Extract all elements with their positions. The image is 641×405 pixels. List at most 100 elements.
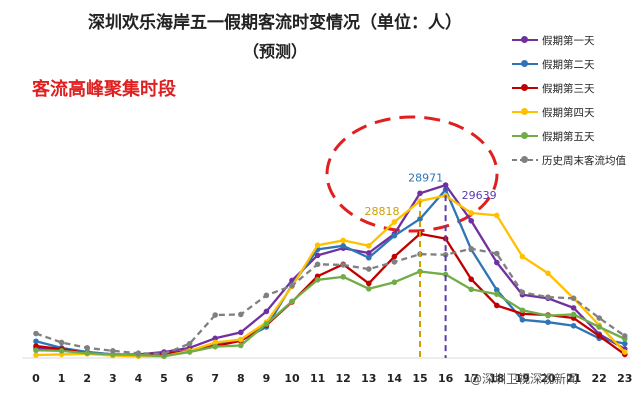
series-point [596,324,602,330]
x-tick-label: 8 [237,372,245,385]
legend-label: 假期第五天 [542,131,595,143]
x-tick-label: 5 [160,372,168,385]
legend-marker [521,108,528,115]
series-point [570,322,577,329]
series-point [340,237,347,244]
series-line-5 [35,270,626,358]
series-point [33,347,39,354]
x-tick-label: 1 [58,372,66,385]
series-point [33,338,39,345]
series-point [468,286,475,293]
legend: 假期第一天假期第二天 假期第三天假期第四天假期第五天历史周末客流均值 [512,32,640,176]
series-point [417,190,423,197]
x-tick-label: 18 [489,372,504,385]
series-line-4 [35,194,626,358]
legend-label: 假期第四天 [542,107,595,119]
series-point [33,330,39,337]
series-point [340,274,347,280]
series-line-6 [35,247,626,355]
legend-item: 历史周末客流均值 [512,152,640,176]
x-tick-label: 17 [464,372,479,385]
x-tick-label: 2 [83,372,91,385]
x-tick-label: 9 [263,372,271,385]
x-tick-label: 19 [515,372,530,385]
series-point [212,339,218,346]
series-point [212,343,218,350]
series-point [84,345,90,351]
x-tick-label: 22 [592,372,607,385]
series-line-2 [35,188,626,357]
legend-marker [521,84,528,91]
series-point [340,243,347,249]
x-tick-label: 4 [135,372,143,385]
series-point [238,336,244,343]
series-point [519,307,526,314]
x-tick-label: 13 [361,372,376,385]
series-point [238,311,244,318]
series-point [570,295,577,302]
legend-label: 历史周末客流均值 [542,155,626,167]
x-tick-label: 12 [336,372,351,385]
series-point [161,351,167,357]
legend-item: 假期第二天 [512,56,640,80]
series-point [494,287,500,293]
x-tick-label: 15 [412,372,427,385]
x-tick-label: 11 [310,372,325,385]
series-point [314,252,321,259]
series-point [596,333,602,339]
series-point [519,317,526,323]
series-point [263,308,270,315]
series-point [442,251,449,258]
x-tick-label: 10 [284,372,300,385]
highlight-ellipse [325,115,499,233]
series-point [545,294,551,300]
legend-marker [521,156,528,163]
series-point [494,250,500,257]
series-point [545,319,551,325]
legend-marker [521,132,528,139]
series-point [186,349,193,355]
series-point [494,259,500,266]
series-point [289,298,295,305]
series-point [366,250,372,256]
peak-annotation: 客流高峰聚集时段 [32,79,176,100]
series-point [366,243,372,249]
series-point [468,276,475,283]
series-point [468,245,475,252]
x-tick-label: 21 [566,372,581,385]
x-tick-label: 6 [186,372,194,385]
legend-item: 假期第三天 [512,80,640,104]
series-point [135,350,142,357]
series-point [58,339,65,346]
chart-subtitle: （预测） [242,42,307,61]
series-point [442,271,449,278]
legend-label: 假期第一天 [542,35,595,47]
series-point [391,219,398,225]
series-point [596,315,602,321]
series-point [622,333,628,339]
series-point [314,242,321,249]
series-point [340,262,347,268]
series-point [391,259,398,265]
series-point [494,212,500,219]
series-point [391,279,398,286]
series-point [186,340,193,347]
chart-title: 深圳欢乐海岸五一假期客流时变情况（单位：人） [88,13,462,33]
x-tick-label: 23 [617,372,632,385]
legend-item: 假期第四天 [512,104,640,128]
legend-marker [521,36,528,43]
x-tick-label: 0 [32,372,40,385]
series-point [494,291,500,297]
x-tick-label: 16 [438,372,454,385]
watermark: @深圳卫视深视新闻 [470,372,579,386]
series-point [622,340,628,347]
series-point [33,343,39,349]
series-point [366,254,372,261]
x-tick-label: 14 [387,372,403,385]
series-point [468,210,475,216]
x-tick-label: 3 [109,372,117,385]
legend-item: 假期第一天 [512,32,640,56]
series-point [545,312,551,319]
